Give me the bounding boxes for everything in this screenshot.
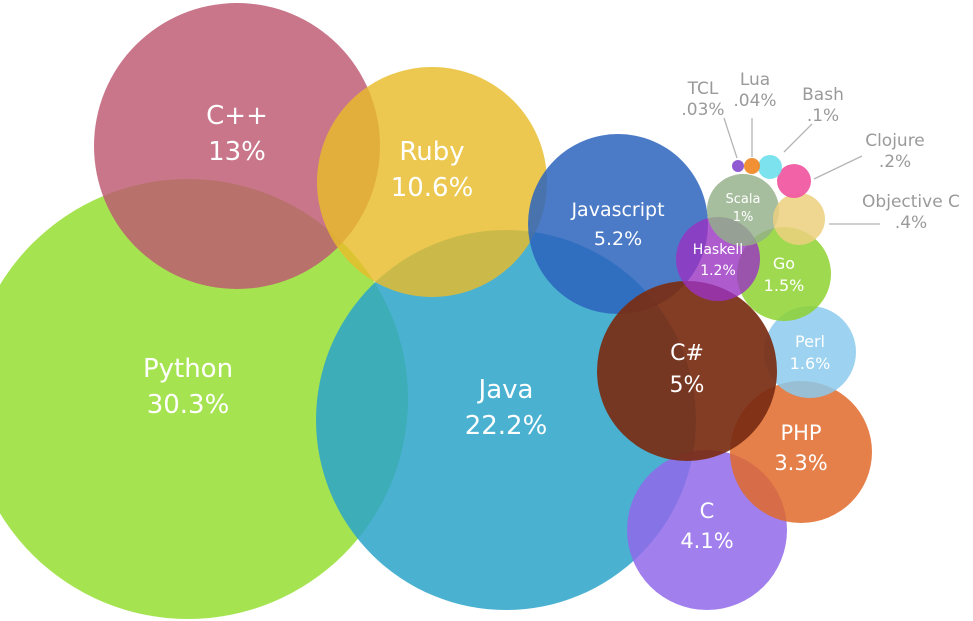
bubble-value-java: 22.2% (465, 411, 548, 441)
bubble-label-haskell: Haskell (693, 242, 743, 258)
bubble-label-javascript: Javascript (570, 199, 664, 221)
callout-label-tcl: TCL (687, 79, 719, 99)
bubble-value-c: 4.1% (680, 529, 733, 553)
bubble-label-scala: Scala (726, 192, 761, 207)
bubble-value-c: 13% (208, 137, 266, 167)
label-layer: Python 30.3% Java 22.2% C++ 13% Ruby 10.6% Javas… (143, 70, 960, 553)
callout-value-objective-c: .4% (895, 213, 927, 233)
bubble-value-php: 3.3% (774, 451, 827, 475)
leader-lines (723, 117, 880, 225)
bubble-value-go: 1.5% (764, 276, 805, 295)
bubble-lua (744, 158, 760, 174)
bubble-label-ruby: Ruby (399, 137, 464, 167)
bubble-bash (758, 155, 782, 179)
bubble-value-perl: 1.6% (790, 354, 831, 373)
callout-label-clojure: Clojure (865, 131, 925, 151)
bubble-label-java: Java (477, 375, 534, 405)
bubble-label-php: PHP (780, 421, 821, 445)
callout-label-bash: Bash (802, 85, 844, 105)
bubble-ruby (317, 67, 547, 297)
bubble-label-python: Python (143, 354, 233, 384)
callout-value-tcl: .03% (681, 100, 724, 120)
bubble-label-c: C++ (206, 101, 268, 131)
bubble-value-python: 30.3% (147, 390, 230, 420)
bubble-clojure (777, 164, 811, 198)
leader-line-clojure (813, 155, 863, 180)
callout-label-lua: Lua (740, 70, 770, 90)
bubble-label-go: Go (773, 254, 795, 273)
bubble-c (94, 3, 380, 289)
bubble-label-c: C# (670, 341, 704, 366)
callout-value-clojure: .2% (879, 152, 911, 172)
callout-label-objective-c: Objective C (862, 192, 960, 212)
bubble-label-c: C (700, 499, 715, 523)
bubble-python (0, 179, 408, 619)
callout-value-bash: .1% (807, 106, 839, 126)
leader-line-bash (783, 123, 813, 153)
bubble-perl (764, 306, 856, 398)
bubble-go (737, 227, 831, 321)
bubble-scala (707, 174, 779, 246)
bubble-value-scala: 1% (733, 210, 754, 225)
bubble-php (730, 381, 872, 523)
bubble-layer (0, 3, 872, 619)
leader-line-tcl (723, 117, 738, 159)
bubble-objective-c (773, 193, 825, 245)
bubble-tcl (732, 160, 744, 172)
bubble-value-haskell: 1.2% (700, 263, 736, 279)
callout-value-lua: .04% (733, 91, 776, 111)
bubble-javascript (528, 134, 708, 314)
bubble-value-c: 5% (670, 373, 705, 398)
bubble-value-javascript: 5.2% (594, 228, 642, 250)
bubble-label-perl: Perl (795, 332, 825, 351)
bubble-value-ruby: 10.6% (391, 173, 474, 203)
bubble-java (316, 230, 696, 610)
bubble-c (597, 281, 777, 461)
